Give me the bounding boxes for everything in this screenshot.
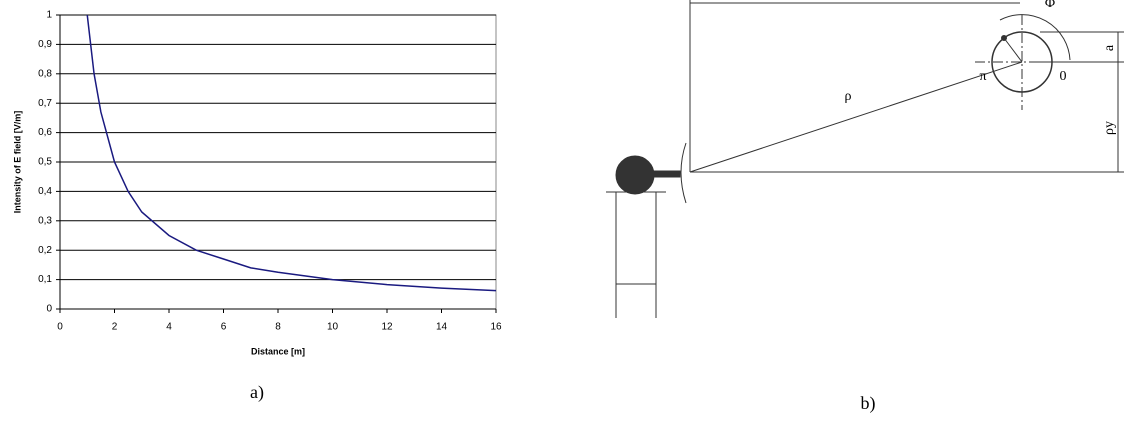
y-tick-label: 0,7 <box>38 98 52 109</box>
caption: b) <box>861 393 876 414</box>
x-tick-label: 12 <box>381 322 393 333</box>
y-tick-label: 0,1 <box>38 274 52 285</box>
y-tick-label: 0,4 <box>38 186 52 197</box>
head <box>615 155 655 195</box>
y-tick-label: 0,5 <box>38 157 52 168</box>
phi-arc <box>999 14 1071 61</box>
x-tick-label: 0 <box>57 322 63 333</box>
x-tick-label: 10 <box>327 322 339 333</box>
x-tick-label: 4 <box>166 322 172 333</box>
y-tick-label: 0,8 <box>38 68 52 79</box>
label: a <box>1102 44 1117 51</box>
y-tick-label: 0,2 <box>38 245 52 256</box>
label: π <box>979 69 986 84</box>
rho-line <box>689 61 1023 173</box>
radius <box>1003 37 1023 63</box>
x-tick-label: 2 <box>112 322 118 333</box>
data-line <box>86 14 497 292</box>
caption: a) <box>250 382 264 403</box>
label: Φ <box>1045 0 1055 11</box>
x-tick-label: 14 <box>436 322 448 333</box>
probe-arc <box>680 142 687 204</box>
chart: 00,10,20,30,40,50,60,70,80,910 2 4 6 8 10 12 14… <box>12 10 502 357</box>
label: 0 <box>1060 69 1067 84</box>
label: ρy <box>1102 121 1117 135</box>
y-tick-label: 1 <box>46 10 52 21</box>
y-tick-label: 0,3 <box>38 215 52 226</box>
probe <box>651 170 681 178</box>
point <box>1001 35 1007 41</box>
label: ρ <box>845 89 852 104</box>
y-tick-label: 0,6 <box>38 127 52 138</box>
x-tick-label: 8 <box>275 322 281 333</box>
y-tick-label: 0,9 <box>38 39 52 50</box>
y-tick-label: 0 <box>46 304 52 315</box>
y-axis-title: Intensity of E field [V/m] <box>12 111 22 214</box>
x-tick-label: 16 <box>490 322 502 333</box>
x-tick-label: 6 <box>221 322 227 333</box>
x-axis-title: Distance [m] <box>251 346 305 356</box>
diagram <box>606 0 1124 318</box>
